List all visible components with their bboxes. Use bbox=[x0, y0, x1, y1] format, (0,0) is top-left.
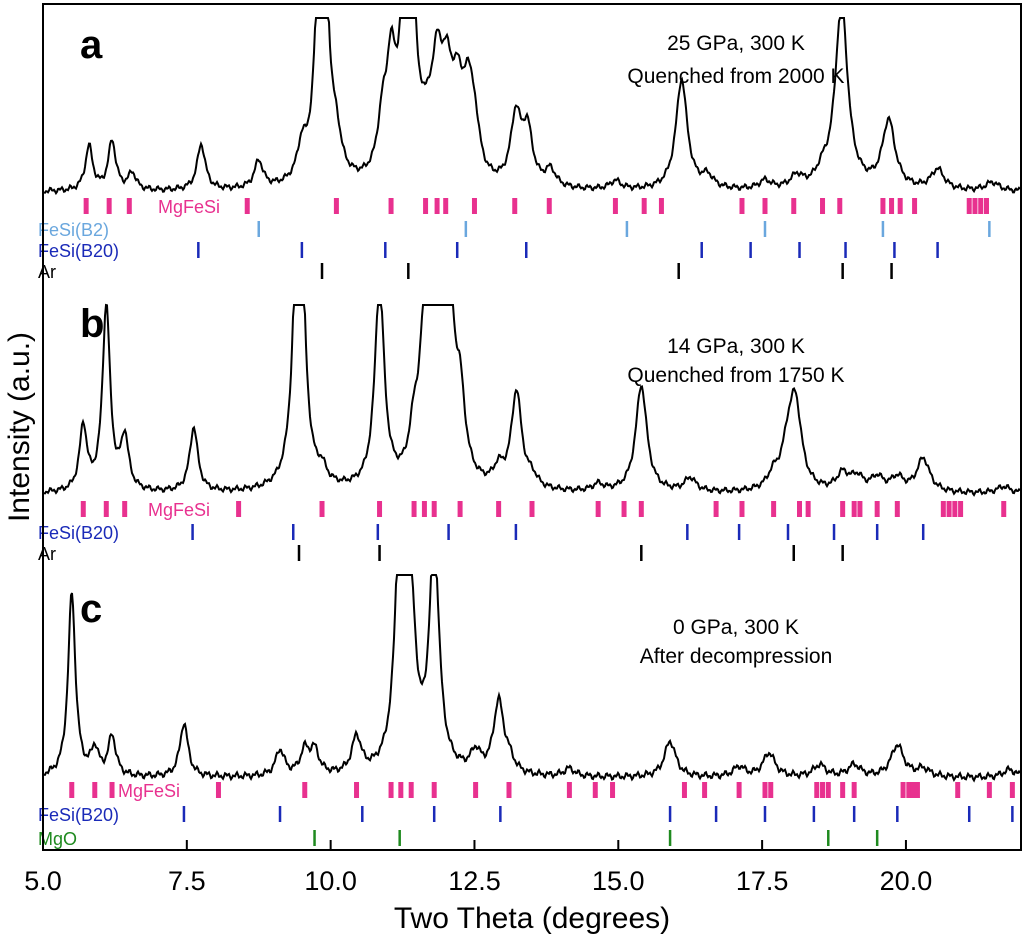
x-axis-label: Two Theta (degrees) bbox=[394, 902, 670, 935]
panel-annotation-b-0: 14 GPa, 300 K bbox=[667, 335, 805, 358]
panel-b: b 14 GPa, 300 K Quenched from 1750 K MgFeSi… bbox=[38, 302, 1021, 564]
tick-series-label: FeSi(B20) bbox=[38, 523, 119, 543]
panel-letter-c: c bbox=[80, 587, 102, 631]
tick-series-label: FeSi(B2) bbox=[38, 220, 109, 240]
panel-annotation-a-1: Quenched from 2000 K bbox=[627, 65, 844, 88]
panel-letter-a: a bbox=[80, 23, 103, 67]
tick-series-label: FeSi(B20) bbox=[38, 805, 119, 825]
x-tick-label: 12.5 bbox=[448, 866, 501, 896]
panel-letter-b: b bbox=[80, 302, 104, 346]
tick-series-c-mgfesi: MgFeSi bbox=[69, 781, 1015, 801]
panel-c: c 0 GPa, 300 K After decompression MgFeSi Fe… bbox=[38, 574, 1021, 849]
tick-series-a-fesi-b2-: FeSi(B2) bbox=[38, 220, 991, 240]
tick-series-label: Ar bbox=[38, 262, 56, 282]
chart-marks: a 25 GPa, 300 K Quenched from 2000 K MgFeSi… bbox=[38, 17, 1021, 849]
tick-series-label: MgFeSi bbox=[148, 500, 210, 520]
tick-series-b-mgfesi: MgFeSi bbox=[80, 500, 1007, 520]
tick-series-a-fesi-b20-: FeSi(B20) bbox=[38, 241, 939, 261]
panel-annotation-b-1: Quenched from 1750 K bbox=[627, 364, 844, 387]
tick-series-label: MgFeSi bbox=[118, 781, 180, 801]
tick-series-c-fesi-b20-: FeSi(B20) bbox=[38, 805, 1014, 825]
tick-series-b-fesi-b20-: FeSi(B20) bbox=[38, 523, 925, 543]
x-tick-label: 15.0 bbox=[592, 866, 645, 896]
panel-annotation-a-0: 25 GPa, 300 K bbox=[667, 32, 805, 55]
plot-frame bbox=[42, 3, 1022, 851]
tick-series-label: MgO bbox=[38, 829, 77, 849]
x-tick-label: 7.5 bbox=[168, 866, 206, 896]
tick-series-label: FeSi(B20) bbox=[38, 241, 119, 261]
xrd-pattern-a bbox=[43, 17, 1021, 196]
xrd-pattern-c bbox=[43, 574, 1021, 783]
tick-series-a-ar: Ar bbox=[38, 262, 893, 282]
tick-series-label: MgFeSi bbox=[158, 197, 220, 217]
x-tick-label: 20.0 bbox=[880, 866, 933, 896]
panel-a: a 25 GPa, 300 K Quenched from 2000 K MgFeSi… bbox=[38, 17, 1021, 282]
x-axis: 5.0 7.5 10.0 12.5 15.0 17.5 20.0 bbox=[24, 840, 932, 896]
tick-series-b-ar: Ar bbox=[38, 544, 844, 564]
x-tick-label: 17.5 bbox=[736, 866, 789, 896]
tick-series-label: Ar bbox=[38, 544, 56, 564]
panel-annotation-c-1: After decompression bbox=[640, 645, 833, 668]
x-tick-label: 10.0 bbox=[304, 866, 357, 896]
panel-annotation-c-0: 0 GPa, 300 K bbox=[673, 616, 799, 639]
y-axis-label: Intensity (a.u.) bbox=[3, 332, 36, 522]
tick-series-a-mgfesi: MgFeSi bbox=[83, 197, 989, 217]
xrd-pattern-b bbox=[43, 303, 1021, 497]
tick-series-c-mgo: MgO bbox=[38, 829, 879, 849]
x-tick-label: 5.0 bbox=[24, 866, 62, 896]
